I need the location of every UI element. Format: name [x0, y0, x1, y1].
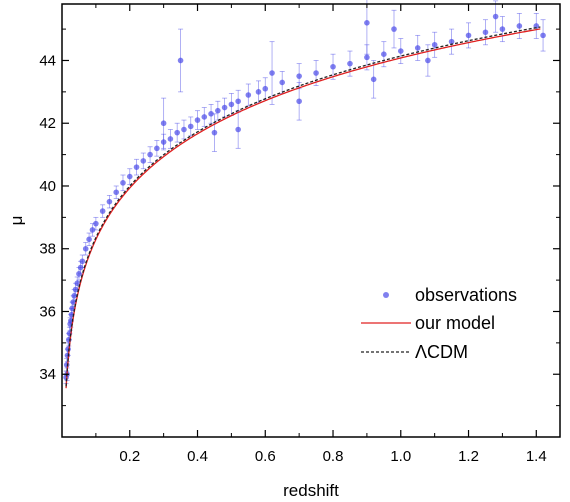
observation-point: [89, 227, 96, 233]
observation-point: [160, 139, 167, 145]
observation-point: [228, 101, 235, 108]
observation-point: [167, 136, 174, 142]
observation-point: [147, 151, 153, 158]
our-model-curve: [65, 28, 541, 389]
observation-point: [76, 271, 82, 277]
x-tick-label: 1.0: [390, 448, 411, 465]
x-tick-label: 0.2: [119, 448, 140, 465]
y-tick-label: 34: [39, 366, 56, 383]
x-tick-label: 1.4: [526, 448, 547, 465]
observation-point: [279, 79, 286, 86]
model-curves: [65, 26, 541, 389]
y-tick-label: 38: [39, 241, 56, 258]
observation-point: [499, 26, 506, 32]
observation-point: [245, 92, 252, 98]
observation-point: [364, 54, 370, 61]
legend-our-model-label: our model: [415, 313, 495, 333]
observation-point: [516, 23, 523, 29]
observation-point: [235, 98, 241, 105]
legend-lcdm-label: ΛCDM: [415, 342, 468, 362]
observation-point: [370, 76, 377, 83]
observation-point: [425, 57, 431, 64]
observation-point: [482, 29, 489, 36]
observation-point: [120, 180, 126, 186]
observation-point: [177, 57, 184, 64]
observation-point: [194, 117, 201, 123]
observation-point: [540, 32, 546, 39]
observation-point: [160, 120, 167, 127]
observation-point: [381, 51, 387, 58]
observation-point: [221, 104, 228, 111]
observation-point: [235, 126, 241, 133]
observation-point: [414, 45, 421, 51]
observation-point: [255, 89, 262, 95]
y-tick-label: 40: [39, 178, 56, 195]
x-tick-label: 1.2: [458, 448, 479, 465]
observation-point: [65, 346, 71, 352]
y-tick-label: 42: [39, 115, 56, 132]
observation-point: [106, 198, 113, 205]
observation-point: [77, 264, 84, 271]
observation-point: [154, 145, 160, 152]
observation-point: [211, 129, 218, 136]
observation-point: [74, 280, 81, 287]
plot-frame: [61, 3, 561, 438]
x-axis-label: redshift: [283, 481, 339, 500]
observation-point: [63, 362, 70, 368]
observation-point: [113, 189, 120, 196]
y-axis-label: μ: [7, 216, 26, 226]
observation-point: [93, 220, 99, 227]
x-tick-label: 0.8: [323, 448, 344, 465]
observation-point: [262, 85, 269, 92]
y-tick-label: 36: [39, 303, 56, 320]
observation-point: [99, 208, 106, 214]
observation-point: [215, 107, 221, 114]
x-tick-label: 0.4: [187, 448, 208, 465]
observation-point: [126, 173, 133, 180]
observation-point: [140, 158, 147, 164]
observation-point: [347, 60, 353, 67]
observation-point: [391, 26, 397, 32]
x-tick-label: 0.6: [255, 448, 276, 465]
observation-point: [397, 48, 404, 54]
observation-point: [86, 236, 92, 243]
observation-point: [72, 286, 79, 293]
legend-observations-label: observations: [415, 285, 517, 305]
observation-point: [208, 111, 214, 117]
observation-point: [187, 123, 194, 130]
observation-point: [330, 63, 336, 70]
observation-point: [269, 70, 275, 76]
observation-point: [82, 245, 89, 252]
observation-point: [133, 164, 140, 170]
observation-point: [181, 126, 187, 133]
observation-point: [201, 114, 208, 120]
axis-ticks: 0.2 0.4 0.6 0.8 1.0 1.2 1.4 34 36 38 40 42 44: [39, 4, 560, 465]
observation-point: [492, 13, 499, 20]
observation-point: [79, 258, 86, 265]
observation-point: [364, 20, 370, 26]
observation-point: [174, 129, 180, 136]
observation-point: [448, 38, 455, 45]
observation-point: [465, 32, 472, 39]
observation-point: [296, 73, 302, 79]
observation-point: [296, 98, 302, 105]
observation-point: [431, 41, 438, 48]
observation-point: [71, 293, 77, 299]
observation-point: [70, 299, 76, 305]
observation-point: [69, 305, 75, 312]
y-tick-label: 44: [39, 52, 56, 69]
legend-observations-marker: [383, 292, 389, 298]
observation-point: [313, 70, 319, 76]
legend: observations our model ΛCDM: [361, 285, 517, 362]
lcdm-curve: [65, 26, 541, 387]
